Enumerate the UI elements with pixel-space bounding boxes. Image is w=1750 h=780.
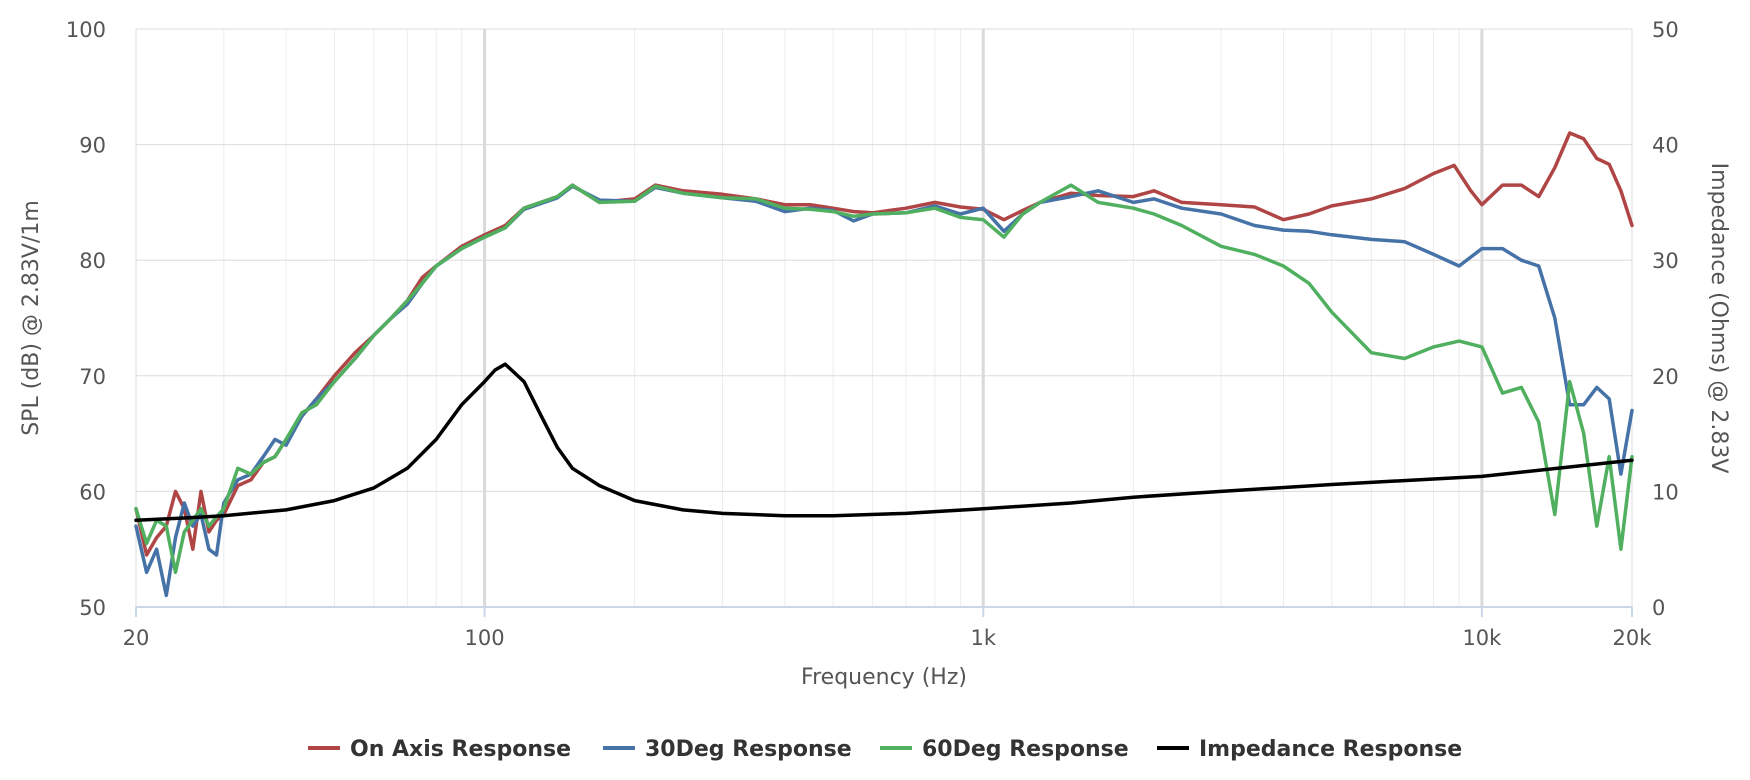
y-tick-label: 60: [79, 480, 106, 504]
30deg-response-legend-label[interactable]: 30Deg Response: [645, 737, 852, 762]
grid: [135, 28, 1633, 608]
y-axis-title: SPL (dB) @ 2.83V/1m: [19, 200, 44, 436]
y-tick-label: 90: [79, 134, 106, 158]
y2-axis-title: Impedance (Ohms) @ 2.83V: [1706, 163, 1731, 474]
y2-tick-label: 20: [1652, 365, 1679, 389]
y-tick-label: 80: [79, 249, 106, 273]
series-lines: [134, 131, 1634, 598]
x-tick-label: 10k: [1462, 626, 1502, 650]
60deg-response-line: [134, 183, 1634, 575]
axes: 20 100 1k 10k 20k 50 60 70 80 90 100 0 10 20 30 40 50: [66, 18, 1679, 650]
legend: On Axis Response 30Deg Response 60Deg Resp…: [308, 737, 1462, 762]
y-tick-label: 100: [66, 18, 106, 42]
x-tick-label: 100: [465, 626, 505, 650]
30deg-response-line: [134, 184, 1634, 598]
on-axis-response-line: [134, 131, 1634, 557]
y2-tick-label: 10: [1652, 480, 1679, 504]
y-tick-label: 50: [79, 596, 106, 620]
x-axis-title: Frequency (Hz): [801, 665, 967, 690]
on-axis-response-legend-label[interactable]: On Axis Response: [350, 737, 571, 762]
60deg-response-legend-label[interactable]: 60Deg Response: [922, 737, 1129, 762]
y2-tick-label: 30: [1652, 249, 1679, 273]
y2-tick-label: 40: [1652, 134, 1679, 158]
x-tick-label: 1k: [970, 626, 996, 650]
y-tick-label: 70: [79, 365, 106, 389]
impedance-response-legend-label[interactable]: Impedance Response: [1199, 737, 1462, 762]
impedance-response-line: [134, 362, 1634, 523]
x-tick-label: 20: [123, 626, 150, 650]
y2-tick-label: 0: [1652, 596, 1665, 620]
x-tick-label: 20k: [1613, 626, 1653, 650]
y2-tick-label: 50: [1652, 18, 1679, 42]
